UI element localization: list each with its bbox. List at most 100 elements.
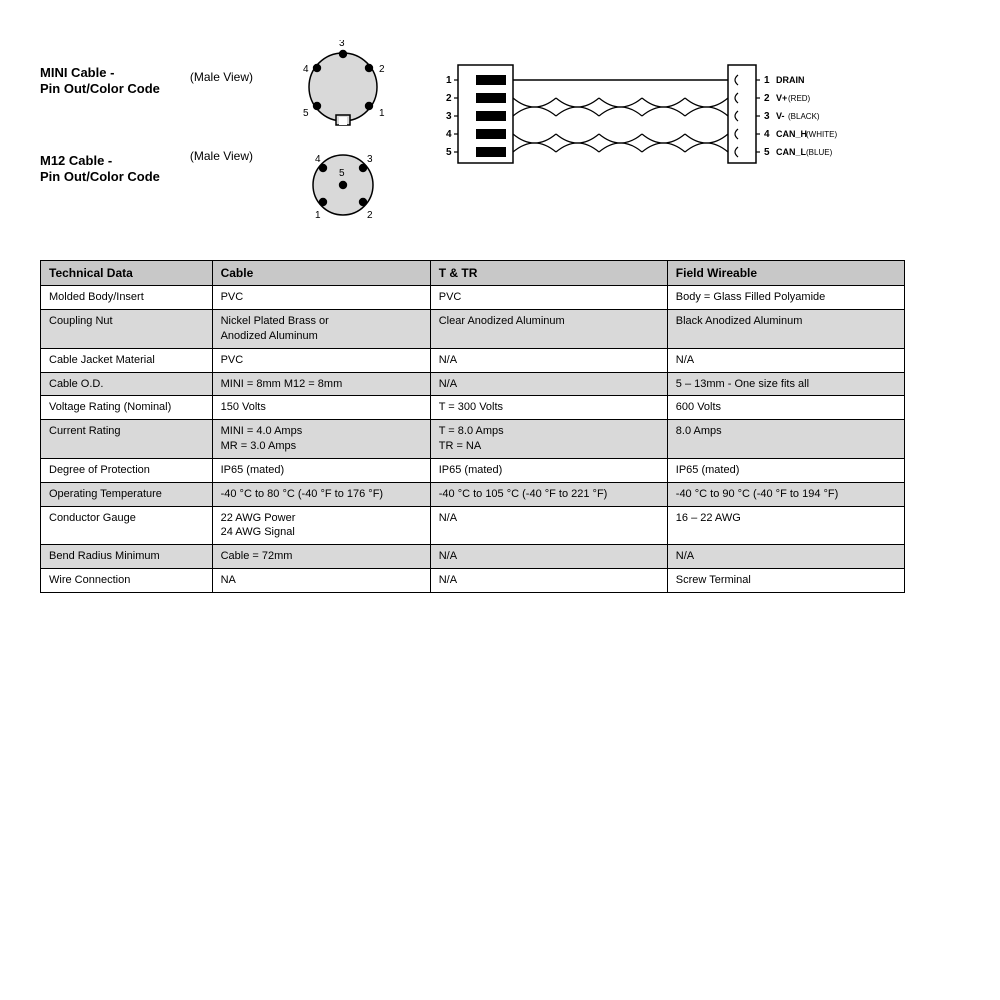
svg-text:(WHITE): (WHITE)	[806, 130, 837, 139]
table-cell: Screw Terminal	[667, 569, 904, 593]
table-cell: -40 °C to 105 °C (-40 °F to 221 °F)	[430, 482, 667, 506]
svg-text:CAN_L: CAN_L	[776, 147, 807, 157]
svg-text:4: 4	[315, 154, 321, 165]
svg-text:3: 3	[764, 111, 770, 122]
svg-text:5: 5	[764, 147, 770, 158]
table-cell: N/A	[430, 545, 667, 569]
table-cell: -40 °C to 90 °C (-40 °F to 194 °F)	[667, 482, 904, 506]
svg-text:3: 3	[367, 154, 373, 165]
table-cell: 150 Volts	[212, 396, 430, 420]
table-cell: -40 °C to 80 °C (-40 °F to 176 °F)	[212, 482, 430, 506]
table-cell: MINI = 4.0 AmpsMR = 3.0 Amps	[212, 420, 430, 459]
table-row: Coupling NutNickel Plated Brass orAnodiz…	[41, 310, 905, 349]
svg-text:DRAIN: DRAIN	[776, 75, 805, 85]
table-row: Conductor Gauge22 AWG Power24 AWG Signal…	[41, 506, 905, 545]
table-cell: 22 AWG Power24 AWG Signal	[212, 506, 430, 545]
table-cell: N/A	[430, 372, 667, 396]
svg-text:1: 1	[315, 210, 321, 221]
svg-text:CAN_H: CAN_H	[776, 129, 807, 139]
table-cell: 16 – 22 AWG	[667, 506, 904, 545]
table-cell: 5 – 13mm - One size fits all	[667, 372, 904, 396]
table-cell: Cable Jacket Material	[41, 348, 213, 372]
table-row: Molded Body/InsertPVCPVCBody = Glass Fil…	[41, 286, 905, 310]
table-cell: N/A	[667, 348, 904, 372]
labels-column: MINI Cable -Pin Out/Color Code M12 Cable…	[40, 40, 160, 185]
view-column: (Male View) (Male View)	[190, 40, 253, 163]
svg-text:5: 5	[446, 147, 452, 158]
wiring-diagram-icon: 1 1 DRAIN 2 2 V+ (RED) 3 3 V- (BLACK) 4 4 CAN_H (WH…	[433, 55, 853, 185]
table-cell: Molded Body/Insert	[41, 286, 213, 310]
table-cell: Body = Glass Filled Polyamide	[667, 286, 904, 310]
table-cell: PVC	[430, 286, 667, 310]
svg-text:3: 3	[446, 111, 452, 122]
table-header: Technical Data	[41, 261, 213, 286]
m12-connector-icon: 1 2 3 4 5	[283, 145, 403, 230]
m12-cable-label: M12 Cable -Pin Out/Color Code	[40, 153, 160, 186]
svg-text:5: 5	[339, 168, 345, 179]
svg-text:4: 4	[303, 64, 309, 75]
table-cell: PVC	[212, 348, 430, 372]
svg-text:(RED): (RED)	[788, 94, 811, 103]
table-cell: Conductor Gauge	[41, 506, 213, 545]
male-view-2: (Male View)	[190, 149, 253, 163]
table-cell: MINI = 8mm M12 = 8mm	[212, 372, 430, 396]
svg-text:2: 2	[764, 93, 770, 104]
table-cell: Nickel Plated Brass orAnodized Aluminum	[212, 310, 430, 349]
table-cell: IP65 (mated)	[667, 458, 904, 482]
svg-text:4: 4	[764, 129, 770, 140]
table-cell: T = 8.0 AmpsTR = NA	[430, 420, 667, 459]
svg-text:(BLUE): (BLUE)	[806, 148, 833, 157]
svg-text:2: 2	[367, 210, 373, 221]
table-row: Cable Jacket MaterialPVCN/AN/A	[41, 348, 905, 372]
svg-text:V-: V-	[776, 111, 785, 121]
table-cell: IP65 (mated)	[430, 458, 667, 482]
svg-text:2: 2	[446, 93, 452, 104]
table-row: Bend Radius MinimumCable = 72mmN/AN/A	[41, 545, 905, 569]
table-row: Current RatingMINI = 4.0 AmpsMR = 3.0 Am…	[41, 420, 905, 459]
table-cell: Current Rating	[41, 420, 213, 459]
table-cell: T = 300 Volts	[430, 396, 667, 420]
table-row: Operating Temperature-40 °C to 80 °C (-4…	[41, 482, 905, 506]
top-section: MINI Cable -Pin Out/Color Code M12 Cable…	[40, 40, 960, 230]
table-row: Degree of ProtectionIP65 (mated)IP65 (ma…	[41, 458, 905, 482]
svg-text:5: 5	[303, 108, 309, 119]
table-cell: 600 Volts	[667, 396, 904, 420]
svg-text:1: 1	[764, 75, 770, 86]
table-cell: Bend Radius Minimum	[41, 545, 213, 569]
table-cell: N/A	[667, 545, 904, 569]
svg-text:1: 1	[446, 75, 452, 86]
svg-text:1: 1	[379, 108, 385, 119]
table-row: Voltage Rating (Nominal)150 VoltsT = 300…	[41, 396, 905, 420]
mini-connector-icon: 1 2 3 4 5	[283, 40, 403, 135]
table-header: Field Wireable	[667, 261, 904, 286]
table-row: Wire ConnectionNAN/AScrew Terminal	[41, 569, 905, 593]
svg-text:3: 3	[339, 40, 345, 49]
svg-text:(BLACK): (BLACK)	[788, 112, 820, 121]
technical-data-table: Technical DataCableT & TRField Wireable …	[40, 260, 905, 593]
table-cell: Cable O.D.	[41, 372, 213, 396]
table-cell: 8.0 Amps	[667, 420, 904, 459]
table-cell: Clear Anodized Aluminum	[430, 310, 667, 349]
svg-text:2: 2	[379, 64, 385, 75]
table-cell: Operating Temperature	[41, 482, 213, 506]
table-cell: Voltage Rating (Nominal)	[41, 396, 213, 420]
table-row: Cable O.D.MINI = 8mm M12 = 8mmN/A5 – 13m…	[41, 372, 905, 396]
connector-column: 1 2 3 4 5 1 2 3 4 5	[283, 40, 403, 230]
table-cell: Degree of Protection	[41, 458, 213, 482]
table-header: T & TR	[430, 261, 667, 286]
table-cell: NA	[212, 569, 430, 593]
wiring-column: 1 1 DRAIN 2 2 V+ (RED) 3 3 V- (BLACK) 4 4 CAN_H (WH…	[433, 40, 853, 188]
svg-text:V+: V+	[776, 93, 787, 103]
svg-text:4: 4	[446, 129, 452, 140]
table-cell: N/A	[430, 348, 667, 372]
table-cell: N/A	[430, 506, 667, 545]
table-cell: Cable = 72mm	[212, 545, 430, 569]
table-cell: N/A	[430, 569, 667, 593]
table-cell: Coupling Nut	[41, 310, 213, 349]
table-cell: Black Anodized Aluminum	[667, 310, 904, 349]
table-cell: Wire Connection	[41, 569, 213, 593]
male-view-1: (Male View)	[190, 70, 253, 84]
table-cell: IP65 (mated)	[212, 458, 430, 482]
table-header: Cable	[212, 261, 430, 286]
mini-cable-label: MINI Cable -Pin Out/Color Code	[40, 65, 160, 98]
